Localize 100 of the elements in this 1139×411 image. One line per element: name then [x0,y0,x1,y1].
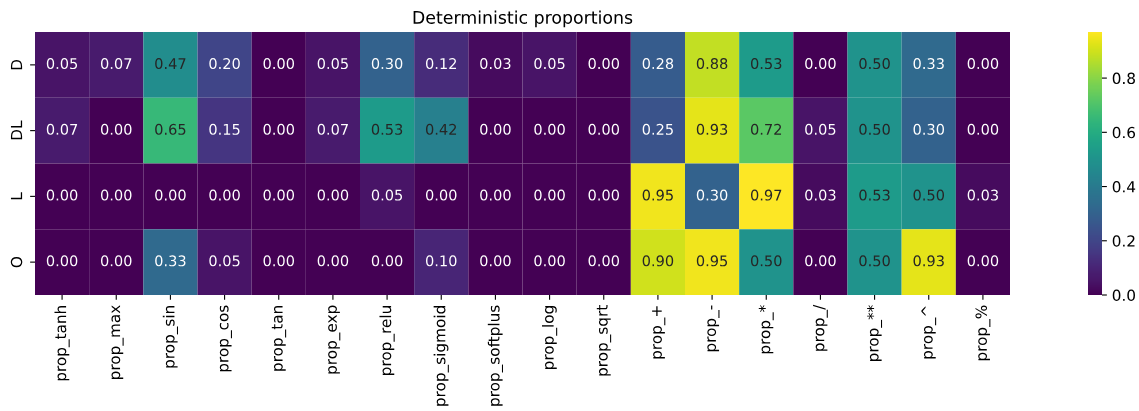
data-label: 0.00 [425,189,457,201]
data-label: 0.53 [371,123,403,135]
color-bar-label: 0.0 [1112,289,1135,302]
x-tick-label: prop_tan [271,306,287,371]
x-tick-label: prop_softplus [487,305,504,406]
data-label: 0.03 [480,58,511,70]
color-bar-label: 0.2 [1112,235,1135,247]
data-label: 0.30 [696,189,728,201]
data-label: 0.00 [46,255,78,267]
data-label: 0.28 [642,58,674,70]
data-label: 0.90 [642,255,674,267]
data-label: 0.00 [100,123,132,135]
data-label: 0.00 [588,123,620,135]
data-label: 0.25 [642,123,673,135]
x-tick-label: prop_% [975,305,991,361]
data-label: 0.12 [425,58,457,70]
data-label: 0.00 [588,58,620,70]
data-label: 0.47 [155,58,186,70]
data-label: 0.07 [46,123,78,135]
y-tick-label: O [10,256,23,268]
x-tick-label: prop_tanh [54,306,70,381]
x-tick-label: prop_sin [162,306,179,368]
data-label: 0.65 [155,123,186,135]
chart-title: Deterministic proportions [413,10,633,28]
x-tick-label: prop_sqrt [596,305,612,376]
data-label: 0.00 [480,189,511,201]
x-tick-label: prop_log [541,306,558,369]
data-label: 0.07 [100,58,132,70]
color-bar-label: 0.8 [1112,72,1135,85]
data-label: 0.00 [100,255,132,267]
data-label: 0.95 [696,255,728,267]
data-label: 0.05 [317,58,348,70]
data-label: 0.50 [750,255,782,267]
data-label: 0.00 [371,255,403,267]
data-label: 0.00 [480,123,511,135]
data-label: 0.00 [100,189,132,201]
data-label: 0.33 [913,58,944,70]
y-tick-label: L [10,192,23,200]
x-tick-label: prop_sigmoid [433,306,449,406]
x-tick-label: prop_- [707,305,720,352]
data-label: 0.00 [805,58,836,70]
data-label: 0.20 [209,58,240,70]
data-label: 0.00 [588,189,620,201]
data-label: 0.53 [750,58,782,70]
data-label: 0.05 [534,58,565,70]
y-tick-label: DL [10,120,23,140]
data-label: 0.00 [480,255,511,267]
data-label: 0.00 [967,255,999,267]
data-label: 0.05 [805,123,836,135]
x-tick-label: prop_^ [921,306,937,359]
data-label: 0.00 [263,255,295,267]
data-label: 0.50 [859,123,890,135]
data-label: 0.93 [913,255,944,267]
data-label: 0.00 [534,123,565,135]
data-label: 0.00 [967,58,999,70]
x-tick-label: prop_relu [379,306,395,375]
data-label: 0.95 [642,189,673,201]
data-label: 0.03 [805,189,836,201]
data-label: 0.00 [317,255,349,267]
data-label: 0.00 [967,123,999,135]
data-label: 0.00 [263,189,295,201]
data-label: 0.07 [317,123,348,135]
data-label: 0.03 [967,189,998,201]
data-label: 0.97 [750,189,782,201]
data-label: 0.42 [425,123,457,135]
data-label: 0.00 [588,255,620,267]
data-label: 0.10 [425,255,457,267]
data-label: 0.00 [317,189,349,201]
data-label: 0.50 [859,255,890,267]
data-label: 0.05 [46,58,78,70]
x-tick-label: prop_exp [328,305,341,374]
data-label: 0.50 [859,58,890,70]
x-tick-label: prop_/ [813,304,828,351]
data-label: 0.72 [750,123,782,135]
data-label: 0.30 [371,58,403,70]
data-label: 0.30 [913,123,945,135]
x-tick-label: prop_max [111,305,124,379]
data-label: 0.00 [534,255,565,267]
data-label: 0.05 [371,189,403,201]
data-label: 0.00 [155,189,186,201]
data-label: 0.00 [263,123,295,135]
data-label: 0.00 [46,189,78,201]
x-tick-label: prop_cos [219,305,232,372]
x-tick-label: prop_+ [652,306,666,359]
color-bar-label: 0.4 [1112,181,1136,193]
y-tick-label: D [10,59,23,70]
data-label: 0.93 [696,123,728,135]
data-label: 0.00 [534,189,565,201]
data-label: 0.00 [209,189,240,201]
data-label: 0.33 [155,255,186,267]
data-label: 0.50 [913,189,945,201]
data-label: 0.00 [263,58,295,70]
x-tick-label: prop_** [867,305,883,361]
data-label: 0.53 [859,189,890,201]
data-label: 0.15 [209,123,240,135]
data-label: 0.00 [805,255,836,267]
data-label: 0.05 [209,255,240,267]
x-tick-label: prop_* [758,305,774,354]
color-bar-label: 0.6 [1112,126,1136,139]
data-label: 0.88 [696,58,728,70]
